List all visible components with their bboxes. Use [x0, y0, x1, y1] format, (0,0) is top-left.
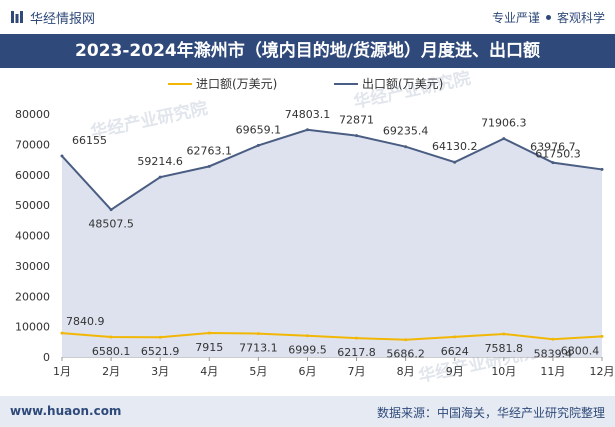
import-point [305, 334, 309, 338]
export-data-label: 69659.1 [236, 123, 282, 136]
export-data-label: 62763.1 [187, 144, 233, 157]
import-point [404, 338, 408, 342]
export-data-label: 69235.4 [383, 125, 429, 138]
export-data-label: 66155 [72, 134, 107, 147]
brand: 华经情报网 [10, 8, 96, 27]
import-point [600, 334, 604, 338]
x-tick-label: 4月 [200, 365, 218, 378]
export-area [62, 129, 602, 357]
import-data-label: 7713.1 [239, 342, 278, 355]
legend-label-0: 进口额(万美元) [196, 77, 277, 91]
export-point [305, 128, 309, 132]
import-data-label: 6580.1 [92, 345, 131, 358]
import-data-label: 7840.9 [66, 315, 105, 328]
x-tick-label: 9月 [446, 365, 464, 378]
import-data-label: 7581.8 [485, 342, 524, 355]
export-point [60, 154, 64, 158]
export-data-label: 74803.1 [285, 108, 331, 121]
y-tick-label: 70000 [15, 138, 50, 151]
import-data-label: 6521.9 [141, 345, 180, 358]
y-tick-label: 60000 [15, 169, 50, 182]
x-tick-label: 7月 [348, 365, 366, 378]
import-point [355, 336, 359, 340]
import-line [61, 331, 603, 341]
x-tick-label: 11月 [540, 365, 565, 378]
export-point [404, 145, 408, 149]
footer: www.huaon.com 数据来源：中国海关，华经产业研究院整理 [0, 396, 615, 427]
export-data-label: 72871 [339, 114, 374, 127]
legend: 进口额(万美元) 出口额(万美元) [168, 77, 443, 91]
x-tick-label: 1月 [53, 365, 71, 378]
export-point [207, 164, 211, 168]
import-point [109, 335, 113, 339]
top-bar: 华经情报网 专业严谨 客观科学 [0, 0, 615, 34]
y-tick-label: 50000 [15, 199, 50, 212]
plot-area [60, 128, 604, 357]
tagline-left: 专业严谨 [491, 11, 540, 25]
import-point [551, 337, 555, 341]
brand-logo-icon [11, 11, 23, 23]
import-data-label: 6800.4 [561, 344, 600, 357]
website-link[interactable]: www.huaon.com [10, 404, 122, 418]
import-point [60, 331, 64, 335]
import-data-label: 5686.2 [386, 348, 425, 361]
import-point [256, 332, 260, 336]
x-tick-label: 3月 [151, 365, 169, 378]
export-data-label: 61750.3 [535, 147, 581, 160]
x-tick-label: 10月 [491, 365, 516, 378]
y-tick-label: 20000 [15, 290, 50, 303]
brand-name: 华经情报网 [30, 11, 96, 27]
tagline: 专业严谨 客观科学 [492, 9, 605, 26]
export-point [502, 137, 506, 141]
y-tick-label: 30000 [15, 260, 50, 273]
export-point [355, 134, 359, 138]
export-point [551, 161, 555, 165]
axes: 0 10000 20000 30000 40000 50000 60000 70000 8000… [15, 108, 615, 378]
export-data-label: 63976.7 [530, 141, 576, 154]
export-point [158, 175, 162, 179]
export-point [256, 143, 260, 147]
import-data-label: 6217.8 [337, 346, 376, 359]
import-point [207, 331, 211, 335]
data-source: 数据来源：中国海关，华经产业研究院整理 [376, 406, 605, 420]
import-data-label: 7915 [195, 341, 223, 354]
x-tick-label: 6月 [298, 365, 316, 378]
export-data-label: 59214.6 [137, 155, 183, 168]
import-data-label: 5839.4 [534, 347, 573, 360]
export-line [61, 128, 603, 211]
import-point [502, 332, 506, 336]
import-point [453, 335, 457, 339]
export-point [109, 208, 113, 212]
y-tick-label: 10000 [15, 321, 50, 334]
y-tick-label: 0 [43, 351, 50, 364]
separator-dot-icon [545, 15, 551, 20]
y-tick-label: 80000 [15, 108, 50, 121]
import-point [158, 335, 162, 339]
export-data-label: 71906.3 [481, 117, 527, 130]
legend-label-1: 出口额(万美元) [362, 77, 443, 91]
chart-title: 2023-2024年滁州市（境内目的地/货源地）月度进、出口额 [0, 34, 615, 68]
tagline-right: 客观科学 [556, 11, 605, 25]
x-tick-label: 8月 [397, 365, 415, 378]
x-tick-label: 5月 [249, 365, 267, 378]
x-tick-label: 12月 [590, 365, 615, 378]
export-data-label: 48507.5 [88, 218, 134, 231]
export-point [600, 167, 604, 171]
export-point [453, 160, 457, 164]
data-labels: 66155 48507.5 59214.6 62763.169659.174803.1… [66, 108, 599, 361]
export-data-label: 64130.2 [432, 140, 478, 153]
x-tick-label: 2月 [102, 365, 120, 378]
import-data-label: 6999.5 [288, 344, 327, 357]
import-data-label: 6624 [441, 345, 469, 358]
y-tick-label: 40000 [15, 230, 50, 243]
